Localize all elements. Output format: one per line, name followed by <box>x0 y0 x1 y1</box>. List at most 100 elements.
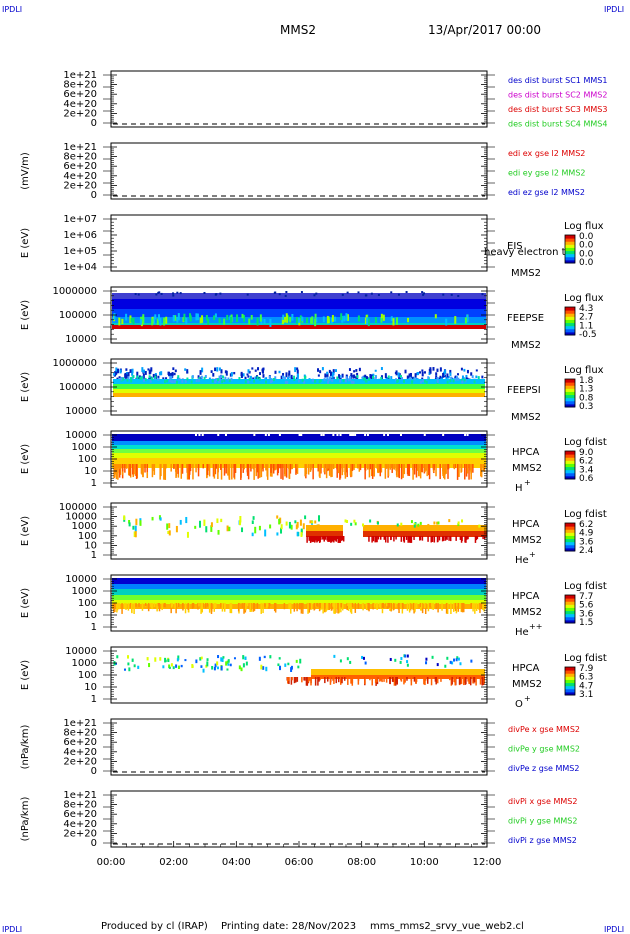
spectrogram-speck <box>174 464 177 472</box>
spectrogram-speck <box>123 515 126 520</box>
spectrogram-speck <box>269 524 272 529</box>
y-tick-label: 8e+20 <box>63 80 97 91</box>
panel-frame <box>110 790 488 848</box>
spectrogram-speck <box>280 524 283 530</box>
spectrogram-speck <box>265 377 268 380</box>
spectrogram-speck <box>433 536 436 543</box>
spectrogram-speck <box>299 519 302 526</box>
spectrogram-speck <box>446 373 449 378</box>
y-tick-label: 10000 <box>65 334 97 345</box>
spectrogram-speck <box>364 661 367 665</box>
spectrogram-speck <box>423 433 426 436</box>
spectrogram-speck <box>436 663 439 667</box>
spectrogram-speck <box>351 464 354 471</box>
instrument-name: HPCA <box>512 519 540 530</box>
spectrogram-speck <box>387 464 390 477</box>
spectrogram-speck <box>217 529 220 535</box>
spectrogram-speck <box>253 464 255 480</box>
spectrogram-speck <box>398 464 400 479</box>
x-tick-label: 08:00 <box>347 857 376 868</box>
spectrogram-speck <box>212 373 215 377</box>
spectrogram-speck <box>419 521 422 525</box>
spectrogram-speck <box>460 677 463 684</box>
spectrogram-speck <box>457 657 460 661</box>
spectrogram-speck <box>417 464 420 477</box>
spectrogram-speck <box>460 536 463 540</box>
spectrogram-speck <box>118 376 121 379</box>
spectrogram-speck <box>427 523 430 527</box>
spectrogram-speck <box>132 317 135 325</box>
spectrogram-speck <box>327 603 329 611</box>
spectrogram-speck <box>185 516 188 524</box>
spectrogram-speck <box>413 677 416 682</box>
spectrogram-speck <box>317 603 319 607</box>
spectrogram-speck <box>279 464 281 469</box>
spectrogram-speck <box>265 666 268 672</box>
spectrogram-speck <box>155 293 158 296</box>
footer-printing-date: Printing date: 28/Nov/2023 <box>221 921 356 932</box>
spectrogram-speck <box>482 677 485 686</box>
spectrogram-speck <box>439 367 442 372</box>
spectrogram-speck <box>161 603 163 611</box>
spectrogram-speck <box>364 294 367 297</box>
spectrogram-speck <box>295 524 298 530</box>
y-axis-label: E (eV) <box>20 660 31 690</box>
spectrogram-speck <box>454 316 457 324</box>
spectrogram-speck <box>290 374 293 380</box>
spectrogram-speck <box>400 522 403 526</box>
spectrogram-speck <box>371 536 373 543</box>
spectrogram-speck <box>274 370 277 374</box>
spectrogram-speck <box>435 375 438 380</box>
spectrogram-speck <box>214 313 217 318</box>
y-axis-label: E (eV) <box>20 444 31 474</box>
spectrogram-speck <box>214 603 217 608</box>
spectrogram-speck <box>303 380 306 384</box>
spectrogram-speck <box>383 536 386 540</box>
spectrogram-speck <box>394 677 397 686</box>
spectrogram-speck <box>355 369 358 372</box>
spectrogram-speck <box>421 371 424 377</box>
spectrogram-speck <box>319 677 321 681</box>
colorbar-segment <box>565 595 575 599</box>
spectrogram-speck <box>304 677 306 681</box>
spectrogram-speck <box>470 603 472 607</box>
spectrogram-speck <box>271 464 273 477</box>
spectrogram-speck <box>352 380 355 384</box>
spectrogram-speck <box>338 603 341 613</box>
spectrogram-speck <box>192 603 195 608</box>
spectrogram-speck <box>352 433 355 436</box>
spectrogram-speck <box>114 464 117 475</box>
spectrogram-speck <box>372 603 375 608</box>
spectrogram-speck <box>442 433 445 436</box>
spectrogram-speck <box>445 318 448 326</box>
spectrogram-speck <box>423 292 426 295</box>
spectrogram-speck <box>439 375 442 379</box>
spectrogram-speck <box>417 372 420 376</box>
colorbar-segment <box>565 247 575 252</box>
spectrogram-speck <box>284 464 286 477</box>
spectrogram-speck <box>120 377 123 381</box>
spectrogram-speck <box>392 318 395 326</box>
spectrogram-speck <box>171 380 174 384</box>
spectrogram-speck <box>278 370 281 374</box>
spectrogram-speck <box>301 316 304 322</box>
spectrogram-speck <box>147 368 150 371</box>
spectrogram-speck <box>286 380 289 384</box>
spectrogram-speck <box>346 519 349 523</box>
spectrogram-speck <box>482 536 484 540</box>
spectrogram-speck <box>176 316 179 323</box>
spectrogram-speck <box>464 464 466 480</box>
spectrogram-speck <box>435 603 437 610</box>
spectrogram-speck <box>415 377 418 380</box>
spectrogram-speck <box>345 464 348 473</box>
spectrogram-speck <box>168 664 171 669</box>
spectrogram-speck <box>139 318 142 325</box>
colorbar-tick-label: 3.1 <box>579 690 593 700</box>
spectrogram-speck <box>137 665 140 669</box>
spectrogram-speck <box>385 464 388 469</box>
spectrogram-speck <box>380 677 382 681</box>
spectrogram-band <box>112 325 486 329</box>
spectrogram-speck <box>392 677 395 682</box>
